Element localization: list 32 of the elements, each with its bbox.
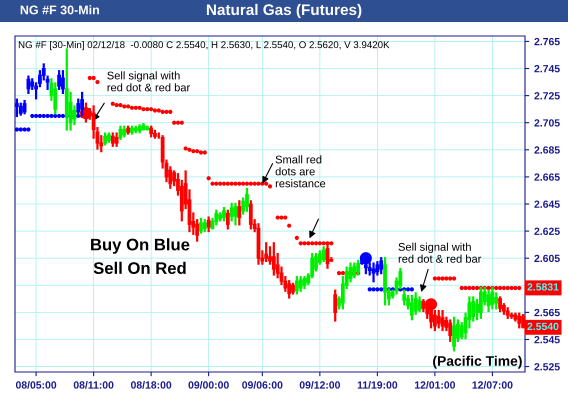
- y-tick-label: 2.545: [534, 336, 560, 344]
- annotation: (Pacific Time): [433, 356, 522, 369]
- annotation: Sell signal with red dot & red bar: [398, 242, 482, 263]
- x-tick-label: 09/12:00: [300, 381, 340, 389]
- x-tick-label: 08/11:00: [74, 381, 114, 389]
- x-tick-label: 09/00:00: [188, 381, 229, 389]
- annotation: Sell On Red: [94, 262, 186, 274]
- x-tick-label: 08/05:00: [16, 381, 56, 389]
- chart-subtitle: NG #F [30-Min] 02/12/18 -0.0080 C 2.5540, H 2.5630, L 2.5540, O 2.5620, V 3.9420K: [18, 41, 390, 50]
- x-tick-label: 08/18:00: [130, 381, 172, 389]
- annotation: Sell signal with red dot & red bar: [107, 71, 190, 92]
- y-tick-label: 2.745: [534, 65, 560, 72]
- y-tick-label: 2.625: [534, 228, 560, 235]
- annotation: 2.5831: [527, 283, 559, 291]
- y-tick-label: 2.705: [534, 119, 560, 127]
- annotation: Buy On Blue: [91, 238, 190, 254]
- y-tick-label: 2.765: [534, 38, 560, 46]
- y-tick-label: 2.605: [534, 254, 560, 262]
- x-tick-label: 12/01:00: [414, 381, 456, 389]
- text: NG #F 30-Min: [20, 5, 99, 14]
- y-tick-label: 2.525: [534, 363, 560, 370]
- x-tick-label: 09/06:00: [242, 381, 282, 389]
- y-tick-label: 2.685: [534, 146, 560, 154]
- annotation: 2.5540: [527, 322, 558, 330]
- x-tick-label: 11/19:00: [358, 381, 398, 389]
- y-tick-label: 2.725: [534, 92, 560, 100]
- y-tick-label: 2.565: [534, 308, 560, 316]
- annotation: Small red dots are resistance: [276, 155, 326, 188]
- y-tick-label: 2.665: [534, 173, 560, 181]
- chart-title: Natural Gas (Futures): [206, 4, 362, 18]
- x-tick-label: 12/07:00: [472, 381, 513, 389]
- y-tick-label: 2.645: [534, 200, 560, 208]
